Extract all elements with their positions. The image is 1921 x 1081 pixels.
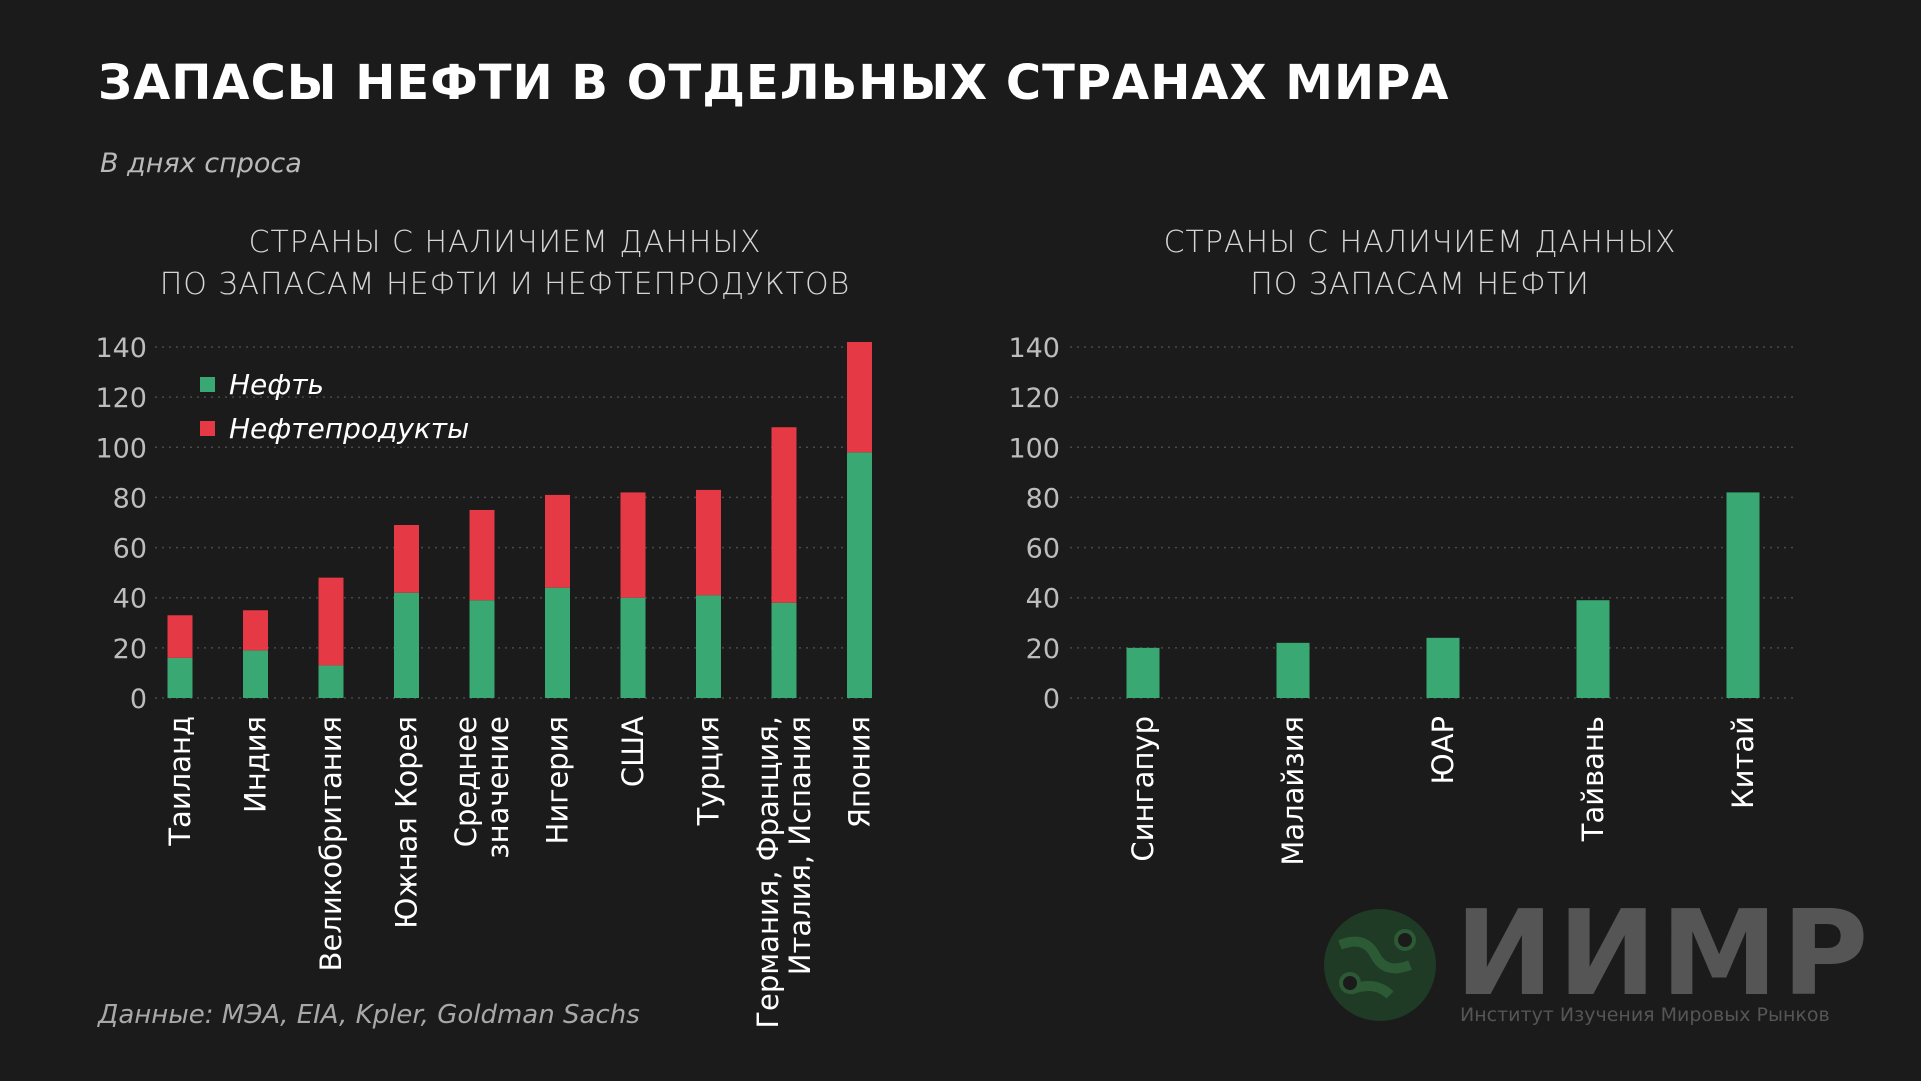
x-category-label: Малайзия bbox=[1276, 716, 1310, 866]
legend-item-products: Нефтепродукты bbox=[200, 406, 469, 450]
right-chart-title-line-1: Страны с наличием данных bbox=[1163, 225, 1677, 260]
x-category-label: США bbox=[616, 716, 650, 787]
bar-oil bbox=[394, 592, 419, 698]
bar-products bbox=[243, 610, 268, 651]
logo-tagline: Институт Изучения Мировых Рынков bbox=[1460, 1004, 1830, 1026]
bar-products bbox=[167, 615, 193, 658]
bar-oil bbox=[1726, 492, 1760, 698]
bar-products bbox=[620, 492, 646, 598]
x-category-label: Великобритания bbox=[314, 716, 348, 971]
bar-oil bbox=[847, 452, 872, 698]
page-subtitle: В днях спроса bbox=[100, 148, 302, 179]
y-tick-label: 40 bbox=[113, 584, 147, 615]
bar-oil bbox=[469, 600, 495, 698]
x-category-label: Индия bbox=[239, 716, 273, 813]
logo-wordmark: ИИМР bbox=[1455, 884, 1873, 1022]
bar-oil bbox=[545, 587, 570, 698]
bar-oil bbox=[620, 597, 646, 698]
y-tick-label: 0 bbox=[130, 684, 147, 715]
legend-swatch-products bbox=[200, 420, 215, 436]
bar-oil bbox=[1576, 600, 1610, 698]
y-tick-label: 100 bbox=[95, 433, 147, 464]
y-tick-label: 140 bbox=[1008, 333, 1060, 364]
globe-icon bbox=[1324, 909, 1436, 1021]
bar-oil bbox=[1126, 647, 1160, 698]
bar-products bbox=[318, 577, 344, 666]
bar-products bbox=[545, 494, 570, 588]
chart-legend: Нефть Нефтепродукты bbox=[200, 362, 469, 450]
x-category-label: Нигерия bbox=[541, 716, 575, 844]
y-tick-label: 60 bbox=[1026, 534, 1060, 565]
x-category-label: ЮАР bbox=[1426, 716, 1460, 785]
bar-oil bbox=[1276, 642, 1310, 698]
x-category-label: Таиланд bbox=[163, 716, 197, 847]
x-category-label: Среднее bbox=[449, 716, 483, 847]
bar-products bbox=[847, 341, 872, 453]
left-chart-title: Страны с наличием данных по запасам нефт… bbox=[145, 222, 865, 306]
y-tick-label: 0 bbox=[1043, 684, 1060, 715]
bar-oil bbox=[167, 657, 193, 698]
bar-oil bbox=[696, 595, 721, 698]
bar-oil bbox=[243, 650, 268, 698]
y-tick-label: 80 bbox=[1026, 483, 1060, 514]
x-category-label: Китай bbox=[1726, 716, 1760, 809]
bar-products bbox=[696, 489, 721, 596]
legend-item-oil: Нефть bbox=[200, 362, 469, 406]
legend-swatch-oil bbox=[200, 376, 215, 392]
legend-label-oil: Нефть bbox=[229, 367, 325, 401]
bar-products bbox=[771, 427, 797, 603]
right-chart-title: Страны с наличием данных по запасам нефт… bbox=[1060, 222, 1780, 306]
x-category-label: Тайвань bbox=[1576, 716, 1610, 842]
y-tick-label: 20 bbox=[113, 634, 147, 665]
y-tick-label: 80 bbox=[113, 483, 147, 514]
x-category-label: Южная Корея bbox=[390, 716, 424, 929]
y-tick-label: 60 bbox=[113, 534, 147, 565]
bar-oil bbox=[318, 665, 344, 698]
bar-products bbox=[394, 525, 419, 593]
right-chart-title-line-2: по запасам нефти bbox=[1250, 267, 1590, 302]
x-category-label: Германия, Франция, bbox=[751, 716, 785, 1029]
y-tick-label: 40 bbox=[1026, 584, 1060, 615]
x-category-label: Италия, Испания bbox=[783, 716, 817, 975]
y-tick-label: 120 bbox=[1008, 383, 1060, 414]
y-tick-label: 120 bbox=[95, 383, 147, 414]
y-tick-label: 140 bbox=[95, 333, 147, 364]
bar-oil bbox=[771, 602, 797, 698]
y-tick-label: 100 bbox=[1008, 433, 1060, 464]
bar-oil bbox=[1426, 637, 1460, 698]
data-source-note: Данные: МЭА, EIA, Kpler, Goldman Sachs bbox=[98, 1000, 640, 1030]
left-chart-title-line-2: по запасам нефти и нефтепродуктов bbox=[159, 267, 851, 302]
legend-label-products: Нефтепродукты bbox=[229, 411, 470, 445]
iimr-logo: ИИМР Институт Изучения Мировых Рынков bbox=[1320, 884, 1868, 1030]
left-chart-title-line-1: Страны с наличием данных bbox=[248, 225, 762, 260]
x-category-label: Турция bbox=[692, 716, 726, 826]
x-category-label: Сингапур bbox=[1126, 716, 1160, 862]
bar-products bbox=[469, 509, 495, 601]
x-category-label: Япония bbox=[843, 716, 877, 828]
y-tick-label: 20 bbox=[1026, 634, 1060, 665]
page-title: Запасы нефти в отдельных странах мира bbox=[98, 55, 1450, 111]
x-category-label: значение bbox=[481, 716, 515, 859]
